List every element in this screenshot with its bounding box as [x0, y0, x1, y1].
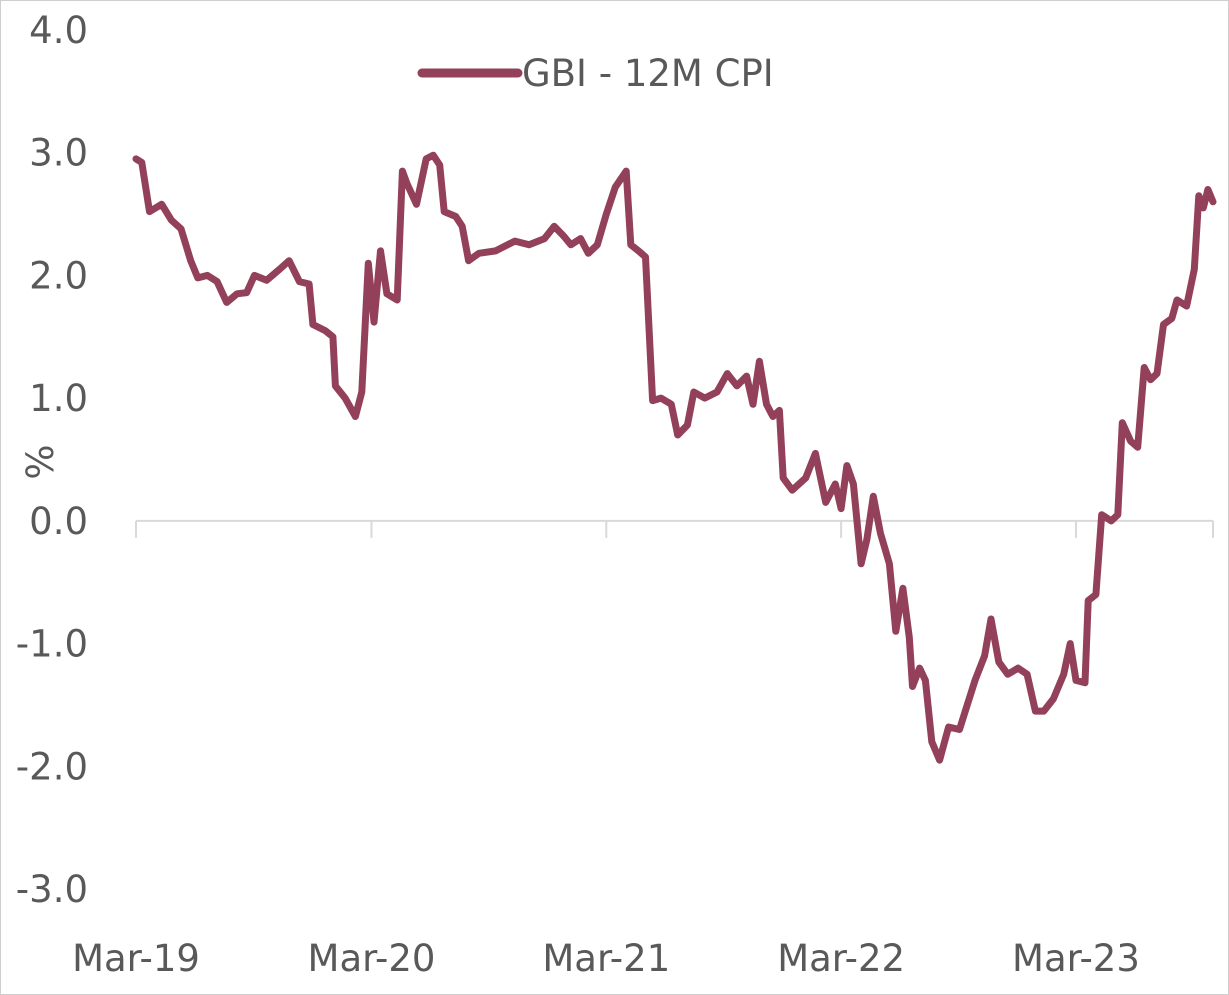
x-tick-label: Mar-19 [72, 937, 200, 980]
y-tick-label: 2.0 [29, 254, 88, 297]
y-tick-label: -1.0 [16, 623, 88, 666]
x-tick-label: Mar-23 [1012, 937, 1140, 980]
legend: GBI - 12M CPI [417, 52, 774, 95]
legend-label-gbi-12m-cpi: GBI - 12M CPI [522, 52, 774, 95]
y-tick-label: 3.0 [29, 132, 88, 175]
y-axis-label: % [19, 444, 62, 479]
y-tick-label: 4.0 [29, 9, 88, 52]
series-group [132, 151, 1217, 764]
x-tick-label: Mar-21 [542, 937, 670, 980]
y-tick-label: 1.0 [29, 377, 88, 420]
x-tick-label: Mar-22 [777, 937, 905, 980]
y-tick-label: -2.0 [16, 745, 88, 788]
y-tick-label: 0.0 [29, 500, 88, 543]
x-tick-label: Mar-20 [308, 937, 436, 980]
series-line-gbi-12m-cpi [132, 151, 1217, 764]
y-tick-label: -3.0 [16, 868, 88, 911]
y-axis-label-group: % [19, 444, 62, 479]
y-axis-ticks: 4.0 3.0 2.0 1.0 0.0 -1.0 -2.0 -3.0 [16, 9, 88, 911]
x-axis: Mar-19 Mar-20 Mar-21 Mar-22 Mar-23 [72, 519, 1214, 980]
